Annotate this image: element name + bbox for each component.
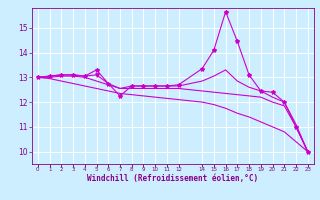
X-axis label: Windchill (Refroidissement éolien,°C): Windchill (Refroidissement éolien,°C)	[87, 174, 258, 183]
